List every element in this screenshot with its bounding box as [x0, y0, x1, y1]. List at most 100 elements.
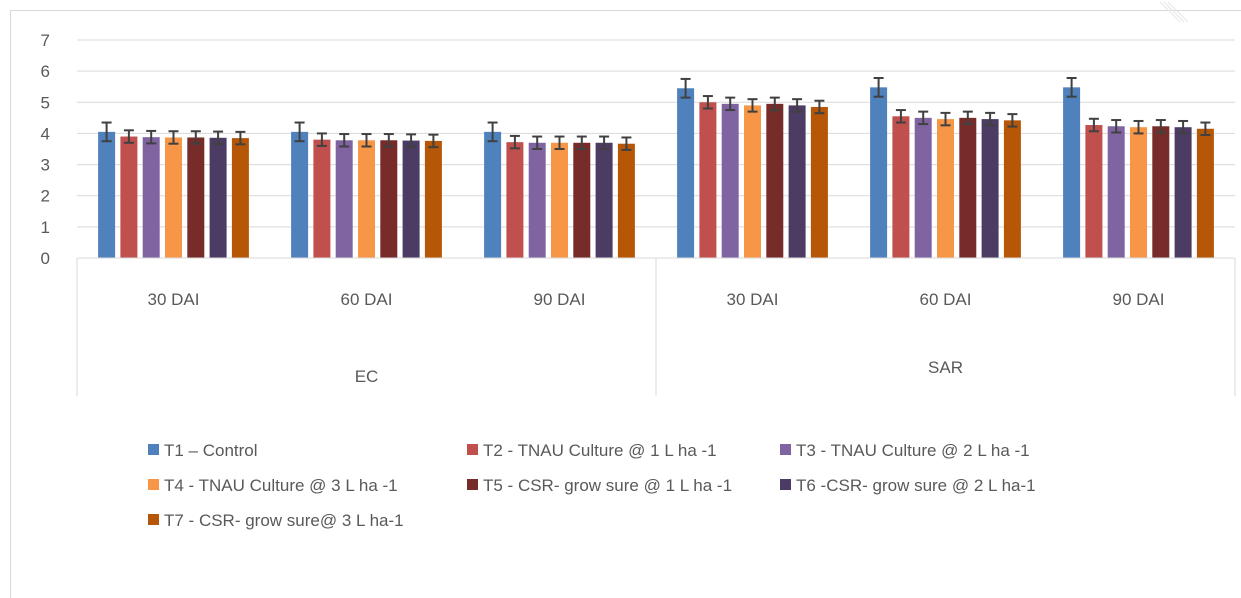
x-tick-label: 90 DAI — [534, 290, 586, 309]
error-bar — [895, 109, 906, 124]
legend-swatch — [467, 444, 478, 455]
error-bar — [1111, 119, 1122, 134]
y-tick-label: 2 — [41, 187, 50, 206]
error-bar — [123, 129, 134, 144]
legend-swatch — [148, 444, 159, 455]
error-bar — [168, 130, 179, 145]
error-bar — [487, 121, 498, 143]
bar — [766, 103, 784, 258]
y-tick-label: 3 — [41, 156, 50, 175]
x-tick-label: 90 DAI — [1113, 290, 1165, 309]
y-axis-ticks: 0 1 2 3 4 5 6 7 — [41, 31, 50, 268]
error-bar — [814, 99, 825, 115]
bar — [506, 142, 524, 258]
error-bar — [747, 98, 758, 113]
error-bar — [985, 111, 996, 127]
error-bar — [1133, 119, 1144, 135]
bar — [937, 119, 954, 258]
x-axis: 30 DAI 60 DAI 90 DAI 30 DAI 60 DAI 90 DAI EC SA… — [76, 257, 1236, 396]
bar — [699, 102, 717, 259]
bar — [528, 142, 546, 258]
bar — [1003, 120, 1021, 258]
legend-item: T2 - TNAU Culture @ 1 L ha -1 — [467, 441, 717, 460]
bar — [573, 142, 591, 258]
y-tick-label: 6 — [41, 62, 50, 81]
error-bar — [680, 77, 691, 99]
chart-frame — [10, 10, 1241, 598]
legend-label: T2 - TNAU Culture @ 1 L ha -1 — [483, 441, 717, 460]
group-label: EC — [355, 367, 379, 386]
x-tick-label: 30 DAI — [148, 290, 200, 309]
error-bar — [621, 136, 632, 151]
legend-item: T7 - CSR- grow sure@ 3 L ha-1 — [148, 511, 404, 530]
bar — [402, 140, 420, 258]
error-bar — [532, 135, 543, 150]
error-bar — [769, 96, 780, 112]
x-tick-label: 60 DAI — [341, 290, 393, 309]
error-bar — [383, 133, 394, 148]
bar — [358, 140, 375, 258]
legend-swatch — [148, 479, 159, 490]
legend-item: T5 - CSR- grow sure @ 1 L ha -1 — [467, 476, 732, 495]
error-bar — [1178, 119, 1189, 135]
error-bar — [294, 121, 305, 143]
error-bar — [702, 95, 713, 110]
bar — [617, 143, 635, 258]
bar — [914, 117, 932, 258]
bar — [1085, 125, 1103, 259]
y-tick-label: 7 — [41, 31, 50, 50]
error-bars — [101, 76, 1211, 151]
gridlines — [77, 39, 1235, 228]
error-bar — [101, 121, 112, 143]
legend-swatch — [148, 514, 159, 525]
error-bar — [792, 98, 803, 113]
error-bar — [1066, 76, 1077, 98]
legend-item: T4 - TNAU Culture @ 3 L ha -1 — [148, 476, 398, 495]
error-bar — [873, 76, 884, 98]
bars — [98, 87, 1214, 259]
error-bar — [576, 135, 587, 150]
bar — [788, 105, 806, 259]
bar — [870, 87, 888, 258]
error-bar — [361, 133, 372, 148]
error-bar — [190, 130, 201, 145]
error-bar — [1088, 117, 1099, 133]
bar — [424, 140, 442, 258]
legend-item: T6 -CSR- grow sure @ 2 L ha-1 — [780, 476, 1036, 495]
bar — [98, 131, 116, 258]
bar — [209, 137, 227, 258]
bar — [142, 137, 160, 258]
error-bar — [406, 133, 417, 148]
bar — [291, 131, 309, 258]
bar — [1063, 87, 1081, 258]
error-bar — [554, 135, 565, 150]
legend-label: T4 - TNAU Culture @ 3 L ha -1 — [164, 476, 398, 495]
bar — [380, 140, 398, 258]
bar — [231, 138, 249, 258]
y-tick-label: 4 — [41, 124, 50, 143]
legend-swatch — [467, 479, 478, 490]
y-tick-label: 0 — [41, 249, 50, 268]
error-bar — [146, 129, 157, 145]
bar — [1107, 126, 1125, 258]
x-tick-label: 30 DAI — [727, 290, 779, 309]
bar — [892, 116, 910, 258]
bar — [981, 119, 999, 258]
bar — [313, 139, 331, 258]
error-bar — [1200, 121, 1211, 136]
legend-label: T6 -CSR- grow sure @ 2 L ha-1 — [796, 476, 1036, 495]
legend-swatch — [780, 479, 791, 490]
legend-item: T1 – Control — [148, 441, 258, 460]
legend-label: T1 – Control — [164, 441, 258, 460]
bar — [595, 142, 613, 258]
error-bar — [316, 132, 327, 147]
bar — [810, 106, 828, 258]
error-bar — [509, 134, 520, 150]
bar — [1130, 127, 1147, 258]
bar — [335, 140, 353, 258]
error-bar — [235, 130, 246, 146]
error-bar — [725, 96, 736, 112]
bar — [484, 131, 502, 258]
legend-label: T3 - TNAU Culture @ 2 L ha -1 — [796, 441, 1030, 460]
legend-label: T5 - CSR- grow sure @ 1 L ha -1 — [483, 476, 732, 495]
